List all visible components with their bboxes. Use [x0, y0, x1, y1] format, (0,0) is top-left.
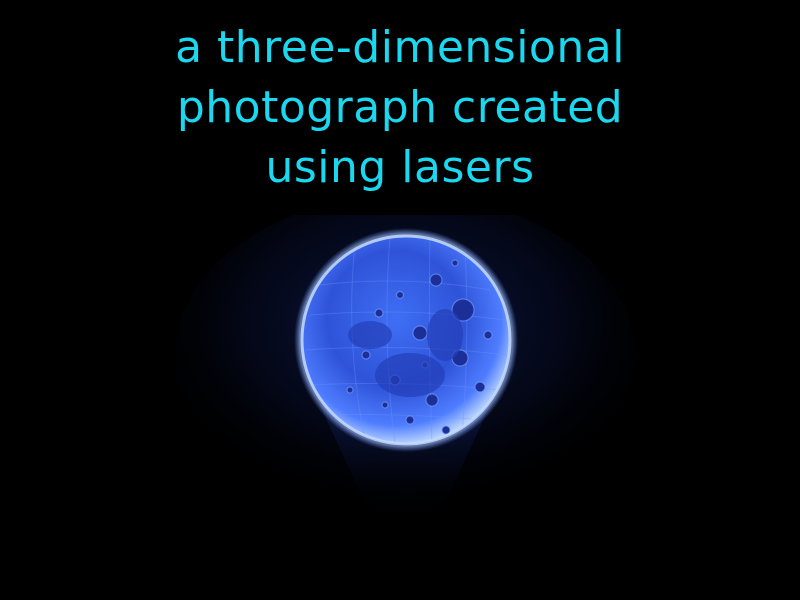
hologram-moon-image: [175, 215, 635, 525]
definition-text: a three-dimensional photograph created u…: [0, 18, 800, 198]
definition-line-1: a three-dimensional: [175, 22, 625, 73]
moon-rim: [300, 234, 512, 446]
moon-surface: [304, 236, 509, 444]
definition-line-3: using lasers: [265, 142, 535, 193]
definition-line-2: photograph created: [176, 82, 624, 133]
moon-sphere: [302, 236, 510, 444]
